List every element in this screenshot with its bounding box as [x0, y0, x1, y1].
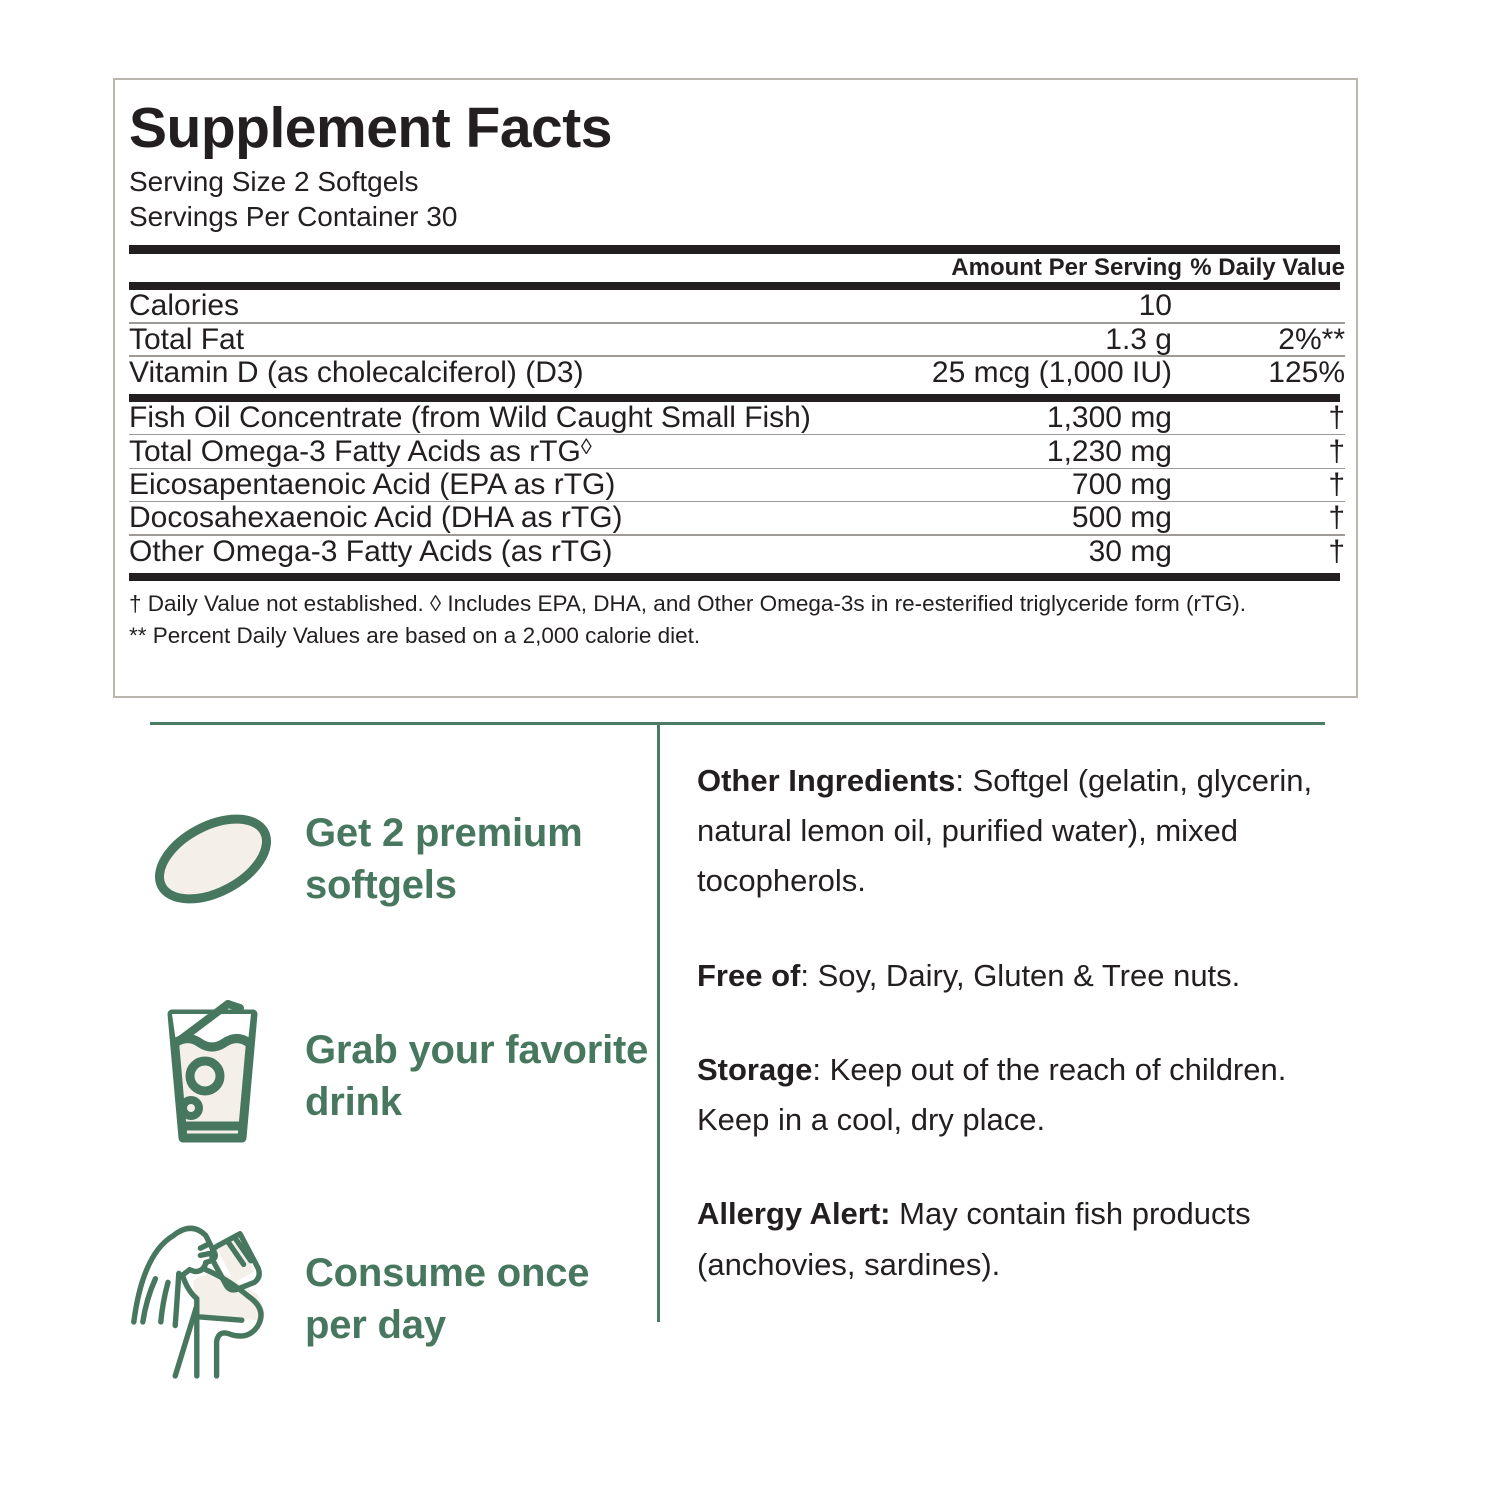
row-amount: 700 mg: [1071, 468, 1172, 502]
row-label-text: Total Omega-3 Fatty Acids as rTG: [129, 435, 581, 469]
row-label: Total Omega-3 Fatty Acids as rTG◊: [129, 435, 927, 468]
glass-of-water-icon: [120, 998, 305, 1153]
free-of-paragraph: Free of: Soy, Dairy, Gluten & Tree nuts.: [697, 951, 1317, 1001]
footnote-dagger: † Daily Value not established. ◊ Include…: [129, 591, 1246, 616]
other-ingredients-body: Softgel (gelatin, glycerin, natural lemo…: [697, 763, 1313, 899]
row-separator: [129, 533, 1345, 536]
usage-step-2-label: Grab your favorite drink: [305, 1027, 649, 1124]
row-daily-value: †: [1328, 534, 1345, 568]
supplement-facts-panel: Supplement Facts Serving Size 2 Softgels…: [113, 78, 1358, 698]
storage-separator: :: [812, 1051, 830, 1087]
usage-steps: Get 2 premium softgels Grab your favorit…: [120, 750, 650, 1391]
row-amount: 1.3 g: [1105, 322, 1172, 356]
other-ingredients-separator: :: [955, 763, 973, 798]
row-separator: [129, 321, 1345, 324]
usage-step-2: Grab your favorite drink: [120, 983, 650, 1168]
footnote-percent: ** Percent Daily Values are based on a 2…: [129, 622, 701, 648]
page-title: Supplement Facts: [129, 96, 612, 160]
servings-per-container-text: Servings Per Container 30: [129, 200, 458, 232]
row-label: Eicosapentaenoic Acid (EPA as rTG): [129, 468, 616, 502]
row-label: Other Omega-3 Fatty Acids (as rTG): [129, 534, 613, 568]
supplement-facts-table: Amount Per Serving % Daily Value: [129, 254, 1345, 282]
row-separator: [129, 355, 1345, 357]
rule-mid-thick: [129, 394, 1340, 403]
rtg-footnote-marker: ◊: [580, 434, 592, 460]
free-of-heading: Free of: [697, 957, 801, 993]
allergy-alert-body: May contain fish products (anchovies, sa…: [697, 1196, 1251, 1282]
section-divider-vertical: [657, 725, 660, 1322]
table-row: Vitamin D (as cholecalciferol) (D3) 25 m…: [129, 357, 1345, 389]
row-amount: 25 mcg (1,000 IU): [931, 355, 1172, 389]
row-daily-value: †: [1328, 401, 1345, 435]
table-row: Calories 10: [129, 290, 1345, 322]
row-daily-value: 2%**: [1278, 322, 1345, 356]
row-label: Vitamin D (as cholecalciferol) (D3): [129, 355, 584, 389]
rule-header-thick: [129, 282, 1340, 291]
table-header-row: Amount Per Serving % Daily Value: [129, 254, 1345, 282]
product-info: Other Ingredients: Softgel (gelatin, gly…: [697, 756, 1317, 1290]
row-amount: 30 mg: [1088, 534, 1172, 568]
usage-step-3: Consume once per day: [120, 1206, 650, 1391]
storage-heading: Storage: [697, 1051, 813, 1087]
row-daily-value: †: [1328, 501, 1345, 535]
row-separator: [129, 467, 1345, 470]
other-ingredients-heading: Other Ingredients: [697, 763, 956, 798]
storage-body: Keep out of the reach of children. Keep …: [697, 1051, 1287, 1138]
table-row: Total Fat 1.3 g 2%**: [129, 324, 1345, 356]
nutrient-rows-table: Calories 10 Total Fat 1.3 g 2%** Vitamin…: [129, 290, 1345, 388]
table-row: Other Omega-3 Fatty Acids (as rTG) 30 mg…: [129, 534, 1345, 568]
row-label: Docosahexaenoic Acid (DHA as rTG): [129, 501, 623, 535]
allergy-alert-heading: Allergy Alert:: [697, 1196, 891, 1232]
row-amount: 500 mg: [1071, 501, 1172, 535]
row-label: Calories: [129, 289, 240, 323]
table-row: Fish Oil Concentrate (from Wild Caught S…: [129, 402, 1345, 434]
free-of-body: Soy, Dairy, Gluten & Tree nuts.: [817, 957, 1241, 993]
usage-step-1: Get 2 premium softgels: [120, 766, 650, 951]
serving-size-text: Serving Size 2 Softgels: [129, 166, 419, 197]
other-ingredients-paragraph: Other Ingredients: Softgel (gelatin, gly…: [697, 756, 1317, 907]
softgel-icon: [120, 804, 305, 914]
row-amount: 10: [1138, 289, 1172, 323]
free-of-separator: :: [800, 957, 818, 993]
allergy-alert-paragraph: Allergy Alert: May contain fish products…: [697, 1189, 1317, 1289]
omega-rows-table: Fish Oil Concentrate (from Wild Caught S…: [129, 402, 1345, 567]
rule-bottom-thick: [129, 573, 1340, 581]
allergy-alert-separator: [891, 1196, 900, 1231]
row-daily-value: †: [1328, 468, 1345, 502]
row-amount: 1,230 mg: [1046, 435, 1172, 469]
table-row: Total Omega-3 Fatty Acids as rTG◊ 1,230 …: [129, 435, 1345, 468]
usage-step-1-label: Get 2 premium softgels: [305, 810, 583, 907]
usage-step-3-label: Consume once per day: [305, 1250, 590, 1347]
header-percent-daily-value: % Daily Value: [1190, 254, 1345, 282]
person-drinking-icon: [120, 1214, 305, 1384]
row-daily-value: 125%: [1268, 355, 1345, 389]
header-amount-per-serving: Amount Per Serving: [951, 254, 1182, 282]
storage-paragraph: Storage: Keep out of the reach of childr…: [697, 1045, 1317, 1145]
row-daily-value: †: [1328, 435, 1345, 469]
section-divider-horizontal: [150, 722, 1325, 725]
table-row: Eicosapentaenoic Acid (EPA as rTG) 700 m…: [129, 469, 1345, 501]
row-daily-value: [1182, 290, 1345, 322]
row-label: Fish Oil Concentrate (from Wild Caught S…: [129, 401, 811, 435]
row-amount: 1,300 mg: [1046, 401, 1172, 435]
rule-top-thick: [129, 245, 1340, 255]
header-blank: [129, 254, 927, 282]
row-label: Total Fat: [129, 322, 245, 356]
row-separator: [129, 433, 1345, 436]
row-separator: [129, 500, 1345, 503]
table-row: Docosahexaenoic Acid (DHA as rTG) 500 mg…: [129, 502, 1345, 534]
